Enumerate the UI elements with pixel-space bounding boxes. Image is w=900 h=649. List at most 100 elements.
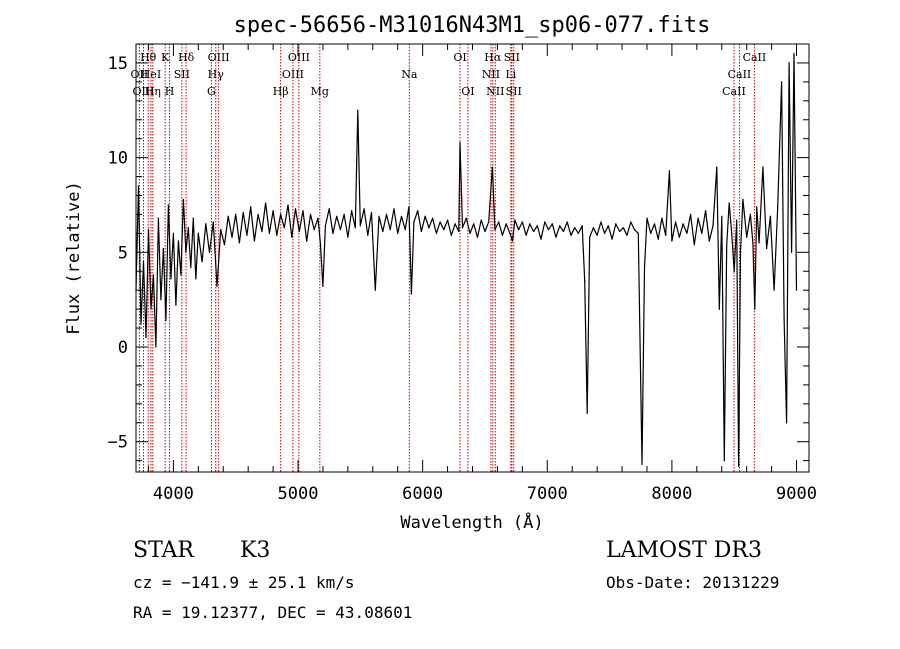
data-point-0-48 bbox=[283, 227, 285, 229]
data-point-0-135 bbox=[589, 236, 591, 238]
data-point-0-53 bbox=[302, 210, 304, 212]
data-point-0-102 bbox=[473, 223, 475, 225]
data-point-0-28 bbox=[208, 251, 211, 253]
data-point-0-37 bbox=[242, 211, 244, 214]
x-tick-label-9000: 9000 bbox=[776, 484, 817, 504]
data-point-0-42 bbox=[261, 230, 263, 233]
data-point-0-77 bbox=[385, 213, 388, 215]
data-point-0-196 bbox=[788, 62, 790, 64]
data-point-0-51 bbox=[294, 208, 297, 210]
data-point-0-165 bbox=[697, 217, 699, 219]
data-point-0-58 bbox=[319, 244, 322, 246]
data-point-0-96 bbox=[454, 223, 456, 225]
data-point-0-84 bbox=[410, 293, 412, 295]
data-point-0-99 bbox=[461, 227, 464, 229]
data-point-0-41 bbox=[257, 213, 259, 215]
data-point-0-173 bbox=[723, 460, 725, 462]
data-point-0-89 bbox=[428, 227, 430, 229]
data-point-0-67 bbox=[351, 210, 353, 212]
data-point-0-88 bbox=[424, 215, 426, 217]
data-point-0-137 bbox=[596, 234, 598, 236]
data-point-0-76 bbox=[382, 230, 384, 233]
data-point-0-121 bbox=[540, 238, 542, 240]
data-point-0-3 bbox=[142, 261, 145, 263]
data-point-0-149 bbox=[641, 463, 643, 465]
data-point-0-15 bbox=[172, 232, 174, 234]
data-point-0-43 bbox=[265, 202, 267, 204]
data-point-0-195 bbox=[786, 422, 788, 424]
data-point-0-185 bbox=[754, 308, 756, 310]
data-point-0-179 bbox=[738, 465, 740, 467]
data-point-0-31 bbox=[220, 229, 222, 231]
data-point-0-97 bbox=[458, 230, 460, 233]
data-point-0-172 bbox=[721, 215, 723, 217]
data-point-0-116 bbox=[521, 221, 524, 223]
data-point-0-191 bbox=[773, 289, 775, 291]
y-tick-label-10: 10 bbox=[108, 149, 128, 169]
series-line-flux bbox=[135, 52, 798, 467]
data-point-0-197 bbox=[791, 251, 793, 253]
data-point-0-56 bbox=[313, 229, 315, 231]
data-point-0-189 bbox=[766, 247, 768, 250]
data-point-0-105 bbox=[484, 230, 486, 233]
data-point-0-24 bbox=[195, 278, 197, 280]
data-point-0-147 bbox=[633, 229, 636, 231]
data-point-0-104 bbox=[480, 219, 482, 221]
data-point-0-98 bbox=[459, 141, 461, 144]
data-point-0-181 bbox=[742, 198, 744, 200]
x-tick-label-7000: 7000 bbox=[527, 484, 568, 504]
data-point-0-186 bbox=[756, 206, 758, 208]
data-point-0-54 bbox=[306, 240, 308, 242]
line-marker-label-25: CaII bbox=[743, 51, 767, 64]
line-marker-label-26: CaII bbox=[728, 68, 752, 81]
data-point-0-158 bbox=[671, 240, 673, 242]
line-marker-label-17: OI bbox=[453, 51, 466, 64]
data-point-0-39 bbox=[250, 206, 252, 208]
data-point-0-143 bbox=[619, 230, 621, 233]
line-marker-label-16: Na bbox=[401, 68, 418, 81]
data-point-0-95 bbox=[450, 234, 452, 236]
data-point-0-166 bbox=[701, 232, 703, 234]
data-point-0-73 bbox=[370, 211, 373, 214]
data-point-0-1 bbox=[137, 185, 140, 187]
line-marker-label-15: Mg bbox=[311, 85, 329, 98]
data-point-0-103 bbox=[476, 236, 479, 238]
data-point-0-25 bbox=[197, 232, 199, 234]
data-point-0-92 bbox=[439, 221, 441, 223]
data-point-0-16 bbox=[175, 304, 177, 306]
data-point-0-19 bbox=[182, 198, 184, 200]
data-point-0-111 bbox=[505, 223, 507, 225]
data-point-0-9 bbox=[157, 217, 159, 219]
data-point-0-122 bbox=[544, 221, 546, 223]
y-tick-label-0: 0 bbox=[118, 338, 128, 358]
data-point-0-20 bbox=[185, 251, 187, 253]
line-marker-label-4: Hη bbox=[145, 85, 161, 98]
observation-date: Obs-Date: 20131229 bbox=[606, 573, 780, 592]
data-point-0-55 bbox=[309, 213, 312, 215]
data-point-0-118 bbox=[529, 223, 531, 225]
data-point-0-174 bbox=[726, 244, 728, 246]
data-point-0-142 bbox=[615, 223, 617, 225]
data-point-0-141 bbox=[611, 238, 613, 240]
data-point-0-183 bbox=[749, 213, 752, 215]
plot-frame bbox=[135, 43, 810, 473]
object-subclass: K3 bbox=[240, 538, 271, 563]
data-point-0-108 bbox=[494, 229, 496, 231]
data-point-0-12 bbox=[165, 319, 167, 322]
data-point-0-90 bbox=[432, 217, 434, 219]
data-point-0-130 bbox=[574, 227, 576, 229]
line-marker-label-12: Hβ bbox=[273, 85, 289, 98]
data-point-0-139 bbox=[604, 232, 606, 234]
data-point-0-49 bbox=[287, 204, 289, 206]
data-point-0-133 bbox=[584, 280, 586, 282]
data-point-0-101 bbox=[469, 232, 471, 234]
data-point-0-129 bbox=[570, 234, 572, 236]
data-point-0-59 bbox=[322, 285, 324, 287]
data-point-0-140 bbox=[607, 225, 609, 227]
line-marker-label-21: NII bbox=[486, 85, 504, 98]
data-point-0-47 bbox=[280, 213, 282, 215]
line-marker-label-23: Li bbox=[505, 68, 516, 81]
line-marker-label-14: OIII bbox=[282, 68, 304, 81]
data-point-0-117 bbox=[525, 234, 527, 236]
data-point-0-132 bbox=[581, 225, 583, 227]
